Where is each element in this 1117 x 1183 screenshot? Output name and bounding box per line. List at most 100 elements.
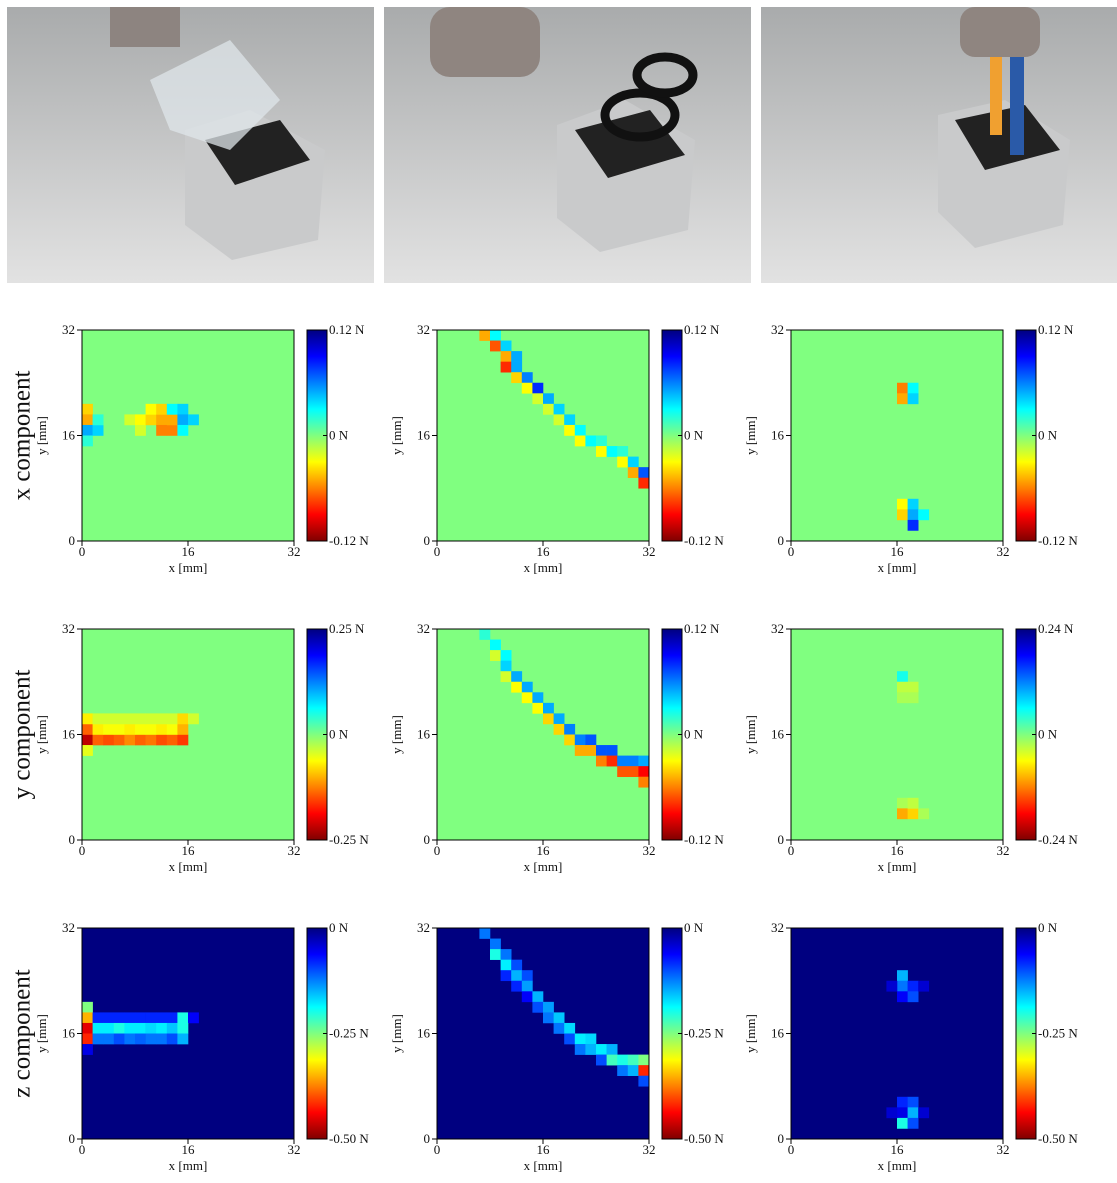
colorbar-tick-label: 0.12 N (329, 322, 365, 337)
heatmap-cell (897, 382, 908, 394)
heatmap-cell (532, 692, 544, 704)
y-tick-label: 32 (771, 322, 784, 337)
x-tick-label: 0 (788, 544, 795, 559)
x-tick-label: 16 (182, 843, 196, 858)
x-axis-label: x [mm] (169, 859, 208, 874)
heatmap-cell (490, 650, 501, 661)
heatmap-cell (574, 424, 586, 436)
heatmap-cell (500, 959, 512, 971)
colorbar-tick-label: -0.50 N (329, 1131, 369, 1146)
heatmap-cell (145, 403, 157, 415)
heatmap-cell (532, 382, 544, 394)
heatmap-cell (511, 372, 523, 384)
heatmap-cell (113, 734, 125, 746)
heatmap-cell (897, 1107, 908, 1119)
heatmap-cell (907, 808, 919, 820)
y-tick-label: 16 (771, 428, 785, 443)
x-tick-label: 32 (997, 843, 1010, 858)
x-tick-label: 0 (79, 544, 86, 559)
heatmap-cell (897, 808, 908, 820)
heatmap: 0 16 32 0 16 32 x [mm] y [mm] 0.12 N 0 N -0.12 N (389, 322, 724, 575)
y-tick-label: 32 (62, 920, 75, 935)
heatmap-cell (638, 766, 650, 777)
heatmap-cell (585, 1033, 597, 1045)
heatmap-cell (617, 766, 629, 777)
heatmap-cell (500, 351, 512, 362)
y-tick-label: 16 (62, 727, 76, 742)
heatmap-cell (638, 1065, 650, 1076)
y-tick-label: 16 (417, 428, 431, 443)
y-tick-label: 16 (417, 727, 431, 742)
heatmap-cell (617, 456, 629, 468)
colorbar-tick-label: 0 N (684, 428, 704, 443)
heatmap-cell (897, 393, 908, 405)
colorbar-tick-label: 0 N (1038, 727, 1058, 742)
x-tick-label: 32 (997, 544, 1010, 559)
heatmap-cell (521, 372, 533, 384)
y-tick-label: 0 (778, 1131, 785, 1146)
heatmap-cell (82, 435, 93, 447)
heatmap-cell (92, 734, 104, 746)
y-tick-label: 0 (69, 1131, 76, 1146)
x-tick-label: 0 (79, 843, 86, 858)
heatmap-cell (490, 949, 501, 960)
heatmap-cell (82, 713, 93, 725)
heatmap-cell (166, 723, 178, 735)
heatmap-cell (500, 671, 512, 683)
heatmap: 0 16 32 0 16 32 x [mm] y [mm] 0.12 N 0 N -0.12 N (34, 322, 369, 575)
heatmap: 0 16 32 0 16 32 x [mm] y [mm] 0 N -0.25 N -0.50 N (34, 920, 369, 1173)
heatmap-cell (918, 808, 930, 820)
heatmap-cell (479, 928, 491, 939)
heatmap-cell (627, 456, 639, 468)
heatmap-cell (177, 734, 189, 746)
row-label: y component (9, 670, 36, 800)
heatmap: 0 16 32 0 16 32 x [mm] y [mm] 0 N -0.25 N -0.50 N (389, 920, 724, 1173)
heatmaps: 0 16 32 0 16 32 x [mm] y [mm] 0.12 N 0 N -0.12 N 0 1… (34, 322, 1078, 1173)
heatmap-cell (606, 1054, 618, 1066)
colorbar-tick-label: 0.24 N (1038, 621, 1074, 636)
x-tick-label: 32 (288, 843, 301, 858)
heatmap-cell (907, 382, 919, 394)
y-tick-label: 32 (62, 322, 75, 337)
heatmap-cell (897, 970, 908, 982)
y-tick-label: 0 (424, 1131, 431, 1146)
heatmap: 0 16 32 0 16 32 x [mm] y [mm] 0.25 N 0 N -0.25 N (34, 621, 369, 874)
heatmap-cell (92, 1012, 104, 1024)
x-axis-label: x [mm] (524, 560, 563, 575)
heatmap-cell (177, 1022, 189, 1034)
colorbar-tick-label: -0.25 N (1038, 1026, 1078, 1041)
heatmap-cell (907, 991, 919, 1003)
heatmap-cell (188, 414, 199, 426)
heatmap-cell (627, 755, 639, 767)
y-tick-label: 32 (417, 322, 430, 337)
heatmap-cell (543, 1012, 554, 1024)
heatmap-cell (177, 403, 189, 415)
x-tick-label: 32 (997, 1142, 1010, 1157)
heatmap-cell (918, 1107, 930, 1119)
heatmap-cell (897, 498, 908, 510)
x-tick-label: 32 (643, 1142, 656, 1157)
y-tick-label: 0 (69, 533, 76, 548)
heatmap: 0 16 32 0 16 32 x [mm] y [mm] 0.24 N 0 N -0.24 N (743, 621, 1078, 874)
heatmap-cell (627, 1054, 639, 1066)
heatmap-cell (617, 755, 629, 767)
heatmap-cell (135, 723, 146, 735)
colorbar-tick-label: 0 N (684, 920, 704, 935)
y-tick-label: 16 (771, 1026, 785, 1041)
heatmap-cell (897, 1096, 908, 1108)
heatmap-cell (585, 734, 597, 746)
heatmap-cell (156, 1022, 168, 1034)
heatmap-cell (606, 745, 618, 756)
heatmap-cell (574, 734, 586, 746)
x-axis-label: x [mm] (878, 560, 917, 575)
y-tick-label: 16 (771, 727, 785, 742)
colorbar-tick-label: 0.12 N (684, 621, 720, 636)
heatmap-cell (166, 403, 178, 415)
y-axis-label: y [mm] (389, 1014, 404, 1053)
x-tick-label: 16 (891, 1142, 905, 1157)
heatmap-cell (638, 1054, 650, 1066)
heatmap-cell (82, 403, 93, 415)
y-axis-label: y [mm] (743, 416, 758, 455)
photo (384, 7, 751, 283)
x-tick-label: 32 (643, 544, 656, 559)
